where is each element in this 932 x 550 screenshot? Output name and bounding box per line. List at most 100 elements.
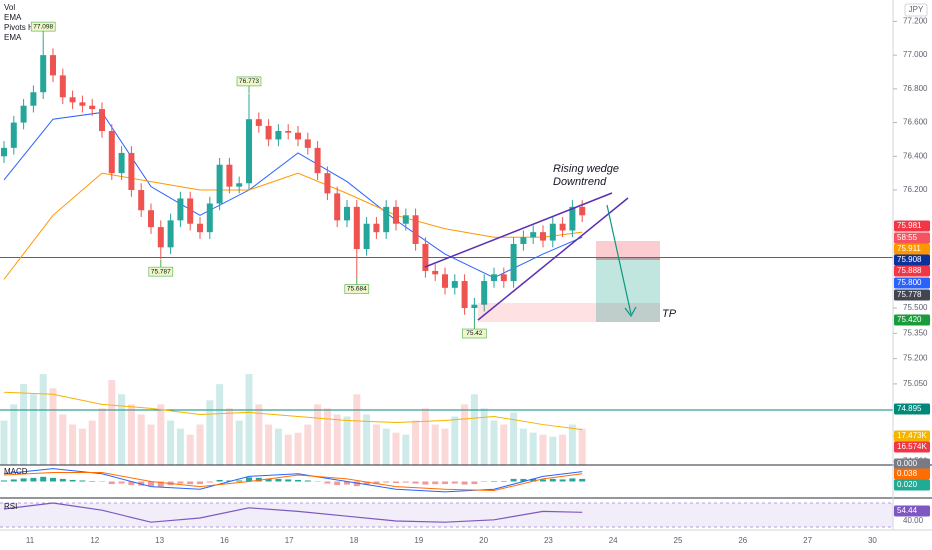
volume-bar	[108, 380, 116, 465]
pivot-box	[236, 76, 262, 87]
y-tick-label: 77.200	[903, 17, 928, 26]
candle-body	[40, 55, 47, 93]
candle-body	[50, 55, 56, 76]
candle-body	[10, 122, 17, 148]
candle-body	[275, 131, 282, 140]
macd-histogram	[461, 481, 468, 485]
macd-histogram	[393, 481, 399, 484]
macd-histogram	[206, 481, 213, 483]
macd-histogram	[402, 481, 409, 483]
macd-histogram	[265, 478, 272, 482]
macd-histogram	[363, 481, 370, 485]
price-badge-label: 75.888	[897, 266, 922, 275]
macd-histogram	[50, 477, 56, 482]
candle-body	[89, 105, 96, 110]
x-tick-label: 24	[609, 536, 618, 545]
candle-body	[461, 281, 468, 309]
price-badge-label: 0.038	[897, 469, 918, 478]
macd-histogram	[197, 481, 203, 485]
price-badge	[894, 265, 930, 277]
price-badge-label: 58:55	[897, 233, 918, 242]
macd-histogram	[216, 479, 223, 482]
macd-histogram	[177, 481, 184, 484]
candle-body	[540, 232, 546, 241]
price-badge-label: 54.44	[897, 506, 918, 515]
y-tick-label: 75.350	[903, 328, 928, 337]
currency-box	[904, 3, 928, 17]
macd-histogram	[1, 480, 7, 482]
volume-bar	[0, 420, 8, 465]
price-badge	[894, 458, 930, 470]
pane-title: RSI	[4, 502, 17, 511]
volume-bar	[363, 414, 371, 465]
candle-body	[559, 223, 566, 231]
candle-body	[579, 206, 586, 216]
wedge-upper	[424, 192, 613, 268]
price-badge	[894, 220, 930, 232]
price-badge-label: 75.908	[897, 255, 922, 264]
volume-bar	[216, 384, 224, 465]
volume-bar	[176, 428, 184, 465]
macd-histogram	[344, 481, 350, 485]
macd-histogram	[20, 478, 27, 482]
annotation: Rising wedge	[553, 163, 619, 175]
volume-bar	[39, 374, 47, 465]
macd-histogram	[148, 481, 154, 487]
volume-bar	[529, 432, 537, 465]
macd-histogram	[432, 481, 439, 485]
x-tick-label: 25	[674, 536, 683, 545]
price-badge	[894, 232, 930, 244]
macd-histogram	[89, 480, 96, 482]
volume-bar	[274, 428, 282, 465]
candle-body	[265, 125, 272, 140]
candle-body	[226, 164, 233, 187]
pivot-label: 76.773	[239, 78, 259, 85]
price-badge	[894, 314, 930, 326]
legend-item: EMA	[4, 13, 22, 22]
volume-bar	[314, 404, 322, 465]
price-badge	[894, 277, 930, 289]
arrow-head	[624, 306, 637, 318]
candle-body	[79, 102, 86, 106]
macd-histogram	[108, 481, 115, 485]
x-tick-label: 17	[285, 536, 294, 545]
price-badge-label: 0.000	[897, 459, 918, 468]
macd-line	[3, 471, 583, 492]
candle-body	[432, 270, 439, 275]
x-tick-label: 16	[220, 536, 229, 545]
volume-bar	[49, 388, 57, 465]
volume-bar	[402, 434, 410, 465]
legend-item: Vol	[4, 3, 15, 12]
x-tick-label: 11	[26, 536, 35, 545]
macd-histogram	[187, 481, 194, 485]
volume-bar	[451, 416, 459, 465]
volume-bar	[510, 412, 518, 465]
candle-body	[481, 281, 488, 305]
candle-body	[412, 215, 419, 244]
candle-body	[108, 131, 115, 174]
volume-bar	[539, 434, 547, 465]
volume-bar	[29, 394, 37, 465]
macd-histogram	[442, 481, 448, 485]
volume-bar	[196, 424, 204, 465]
y-tick-label: 76.800	[903, 84, 928, 93]
volume-bar	[10, 404, 18, 465]
candle-body	[255, 119, 262, 126]
volume-bar	[392, 432, 400, 465]
volume-bar	[294, 432, 302, 465]
volume-bar	[284, 434, 292, 465]
volume-bar	[206, 400, 214, 465]
volume-bar	[441, 428, 449, 465]
pivot-label: 77.098	[33, 23, 53, 30]
legend-item: EMA	[4, 33, 22, 42]
macd-histogram	[383, 481, 390, 483]
candle-body	[422, 243, 429, 271]
volume-bar	[127, 404, 135, 465]
x-tick-label: 30	[868, 536, 877, 545]
candle-body	[99, 109, 105, 132]
candle-body	[148, 210, 154, 228]
price-badge-label: 75.981	[897, 221, 922, 230]
x-tick-label: 12	[90, 536, 99, 545]
volume-ma	[3, 391, 583, 431]
price-badge-label: 75.778	[897, 290, 922, 299]
